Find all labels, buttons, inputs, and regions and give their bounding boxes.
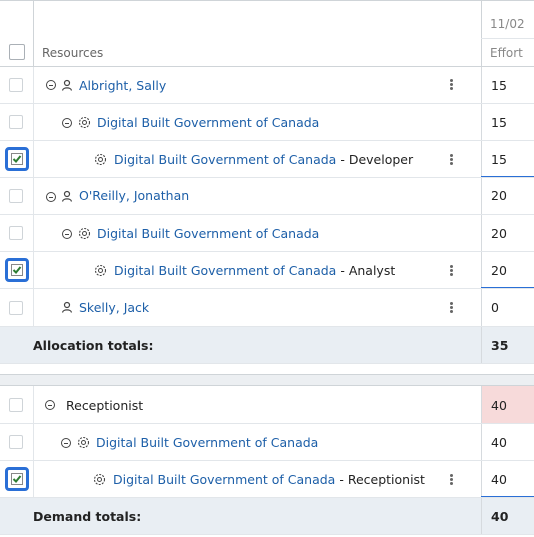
organization-name-link[interactable]: Digital Built Government of Canada <box>97 115 320 130</box>
table-row[interactable]: Digital Built Government of Canada 20 <box>0 215 534 252</box>
table-row[interactable]: Receptionist 40 <box>0 386 534 424</box>
allocation-totals-value: 35 <box>491 338 509 353</box>
demand-totals-label: Demand totals: <box>33 509 142 524</box>
table-row[interactable]: Digital Built Government of Canada - Rec… <box>0 461 534 498</box>
more-options-icon[interactable] <box>450 79 454 91</box>
table-row[interactable]: Skelly, Jack 0 <box>0 289 534 327</box>
collapse-icon[interactable] <box>46 80 56 90</box>
resource-name-link[interactable]: Albright, Sally <box>79 78 167 93</box>
row-checkbox[interactable] <box>9 301 23 315</box>
table-row[interactable]: Digital Built Government of Canada - Dev… <box>0 141 534 178</box>
effort-value[interactable]: 15 <box>491 115 507 130</box>
effort-value[interactable]: 20 <box>491 188 507 203</box>
effort-value[interactable]: 20 <box>491 263 507 278</box>
person-icon <box>61 301 73 313</box>
grid-header: Resources 11/02 Effort <box>0 0 534 67</box>
role-label: - Developer <box>336 152 414 167</box>
organization-name-link[interactable]: Digital Built Government of Canada <box>114 263 337 278</box>
collapse-icon[interactable] <box>61 438 71 448</box>
more-options-icon[interactable] <box>450 265 454 277</box>
checkmark-icon <box>12 475 22 483</box>
organization-icon <box>77 436 90 449</box>
row-checkbox[interactable] <box>9 189 23 203</box>
table-row[interactable]: Digital Built Government of Canada - Ana… <box>0 252 534 289</box>
organization-icon <box>94 264 107 277</box>
person-icon <box>61 190 73 202</box>
collapse-icon[interactable] <box>62 229 72 239</box>
organization-name-link[interactable]: Digital Built Government of Canada <box>96 435 319 450</box>
table-row[interactable]: O'Reilly, Jonathan 20 <box>0 178 534 215</box>
organization-icon <box>94 153 107 166</box>
demand-role-label[interactable]: Receptionist <box>66 398 144 413</box>
organization-name-link[interactable]: Digital Built Government of Canada <box>114 152 337 167</box>
more-options-icon[interactable] <box>450 302 454 314</box>
demand-totals-value: 40 <box>491 509 509 524</box>
collapse-icon[interactable] <box>62 118 72 128</box>
effort-value[interactable]: 40 <box>491 472 507 487</box>
effort-value[interactable]: 15 <box>491 78 507 93</box>
effort-column-header[interactable]: Effort <box>490 46 523 60</box>
row-checkbox[interactable] <box>9 435 23 449</box>
resource-name-link[interactable]: O'Reilly, Jonathan <box>79 188 190 203</box>
row-checkbox-checked[interactable] <box>5 258 29 282</box>
role-label: - Analyst <box>336 263 396 278</box>
allocation-totals-label: Allocation totals: <box>33 338 154 353</box>
person-icon <box>61 79 73 91</box>
organization-name-link[interactable]: Digital Built Government of Canada <box>97 226 320 241</box>
row-checkbox[interactable] <box>9 398 23 412</box>
checkmark-icon <box>12 266 22 274</box>
collapse-icon[interactable] <box>46 192 56 202</box>
organization-name-link[interactable]: Digital Built Government of Canada <box>113 472 336 487</box>
allocation-totals-row: Allocation totals: 35 <box>0 327 534 364</box>
checkmark-icon <box>12 155 22 163</box>
table-row[interactable]: Digital Built Government of Canada 15 <box>0 104 534 141</box>
row-checkbox[interactable] <box>9 226 23 240</box>
effort-value[interactable]: 40 <box>491 435 507 450</box>
more-options-icon[interactable] <box>450 474 454 486</box>
collapse-icon[interactable] <box>45 400 55 410</box>
row-checkbox[interactable] <box>9 78 23 92</box>
role-label: - Receptionist <box>335 472 425 487</box>
row-checkbox-checked[interactable] <box>5 147 29 171</box>
effort-value[interactable]: 20 <box>491 226 507 241</box>
resources-column-header[interactable]: Resources <box>42 46 104 60</box>
organization-icon <box>78 227 91 240</box>
table-row[interactable]: Albright, Sally 15 <box>0 67 534 104</box>
section-divider-bar <box>0 374 534 386</box>
demand-totals-row: Demand totals: 40 <box>0 498 534 535</box>
table-row[interactable]: Digital Built Government of Canada 40 <box>0 424 534 461</box>
organization-icon <box>78 116 91 129</box>
effort-value[interactable]: 15 <box>491 152 507 167</box>
more-options-icon[interactable] <box>450 154 454 166</box>
effort-value[interactable]: 0 <box>491 300 499 315</box>
select-all-checkbox[interactable] <box>9 44 25 60</box>
section-divider <box>0 364 534 374</box>
effort-value-overallocated[interactable]: 40 <box>491 398 507 413</box>
organization-icon <box>93 473 106 486</box>
resource-name-link[interactable]: Skelly, Jack <box>79 300 150 315</box>
row-checkbox-checked[interactable] <box>5 467 29 491</box>
row-checkbox[interactable] <box>9 115 23 129</box>
date-column-header: 11/02 <box>490 17 525 31</box>
